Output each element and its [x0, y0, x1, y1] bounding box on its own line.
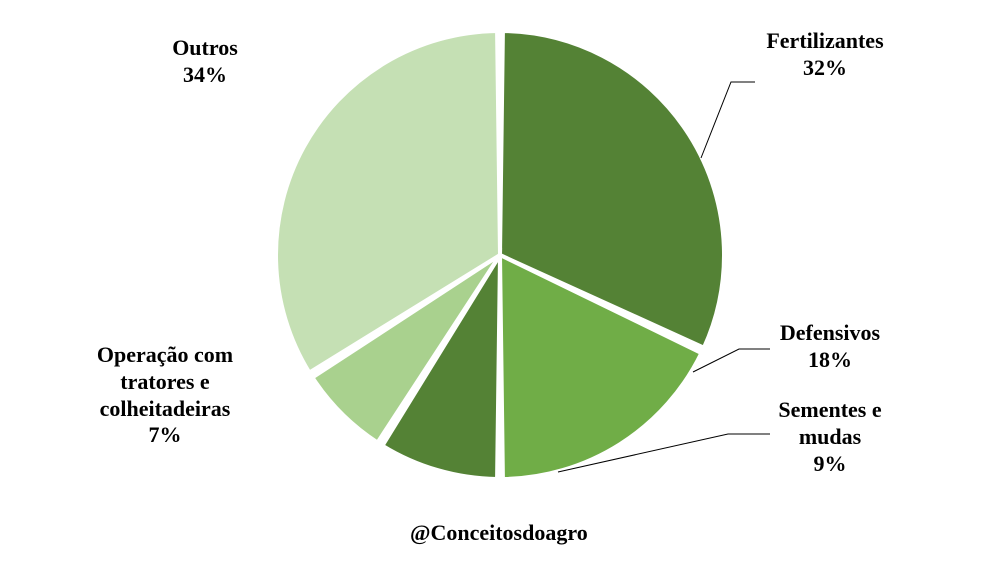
slice-label-line: Fertilizantes — [766, 28, 883, 53]
slice-label: Sementes e mudas 9% — [778, 397, 881, 477]
slice-label-line: 34% — [183, 62, 227, 87]
slice-label-line: Sementes e — [778, 397, 881, 422]
chart-footer: @Conceitosdoagro — [410, 520, 588, 546]
slice-label-line: Outros — [172, 35, 238, 60]
slice-label-line: tratores e — [120, 369, 209, 394]
slice-label-line: 18% — [808, 347, 852, 372]
slice-label: Fertilizantes 32% — [766, 28, 883, 82]
pie-chart-container: Fertilizantes 32% Defensivos 18% Sementes … — [0, 0, 1008, 567]
slice-label: Defensivos 18% — [780, 320, 880, 374]
slice-label-line: 9% — [814, 451, 847, 476]
slice-label: Operação com tratores e colheitadeiras 7… — [97, 342, 233, 449]
slice-label-line: Defensivos — [780, 320, 880, 345]
slice-label-line: colheitadeiras — [100, 396, 231, 421]
pie-chart-svg — [0, 0, 1008, 567]
slice-label: Outros 34% — [172, 35, 238, 89]
slice-label-line: Operação com — [97, 342, 233, 367]
leader-line — [693, 349, 770, 372]
leader-line — [701, 82, 755, 158]
slice-label-line: 32% — [803, 55, 847, 80]
slice-label-line: 7% — [148, 422, 181, 447]
slice-label-line: mudas — [799, 424, 861, 449]
